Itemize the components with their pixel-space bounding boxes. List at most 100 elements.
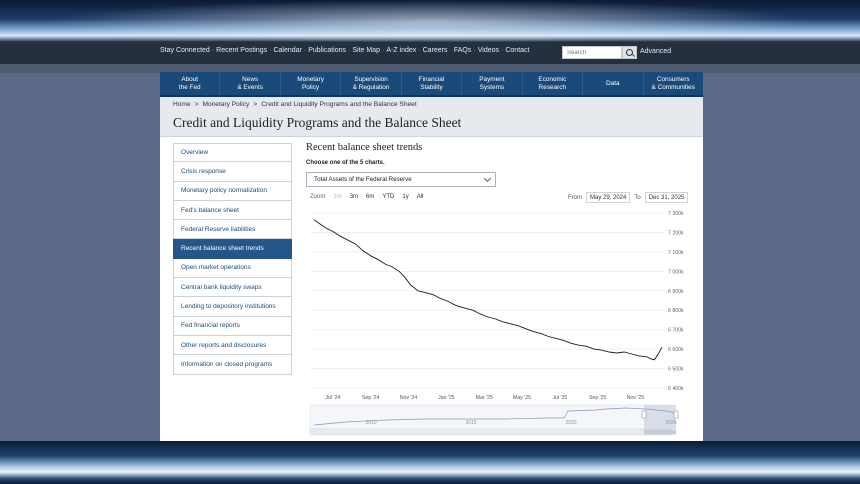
main-nav-label: Payment Systems [479,76,505,91]
navigator-handle-left[interactable] [641,410,647,419]
main-nav-label: Monetary Policy [297,76,324,91]
separator: · [418,47,421,54]
sidebar-item[interactable]: Fed's balance sheet [173,200,292,221]
utility-link[interactable]: Calendar [273,47,302,54]
utility-link[interactable]: Videos [477,47,500,54]
separator: · [348,47,351,54]
zoom-button[interactable]: All [416,194,424,200]
search-button[interactable] [622,46,637,59]
navigator-handle-right[interactable] [673,410,679,419]
sidebar-item[interactable]: Federal Reserve liabilities [173,220,292,240]
x-tick-label: Nov '25 [627,395,645,401]
main-nav-item[interactable]: News & Events [220,72,281,95]
y-tick-label: 7 200k [668,230,684,236]
from-date-input[interactable]: May 29, 2024 [586,192,631,203]
y-tick-label: 7 000k [668,269,684,275]
sidebar-item[interactable]: Open market operations [173,258,292,279]
total-assets-chart[interactable]: 7 300k 7 200k 7 100k 7 000k 6 900k 6 800k 6 70… [306,205,690,441]
background-bottom-glow [0,441,860,484]
zoom-button[interactable]: 1y [402,194,409,200]
sidebar-item[interactable]: Lending to depository institutions [173,297,292,317]
main-nav-item[interactable]: Financial Stability [402,72,463,95]
zoom-button[interactable]: 3m [349,194,359,200]
zoom-button[interactable]: 6m [366,194,375,200]
main-nav-item[interactable]: Economic Research [523,72,584,95]
chart-select[interactable]: Total Assets of the Federal Reserve [306,172,496,187]
main-nav-item[interactable]: Monetary Policy [281,72,342,95]
separator: · [501,47,504,54]
breadcrumb-separator: > [253,101,258,108]
search-input[interactable] [562,46,622,59]
main-nav-label: Supervision & Regulation [352,76,390,91]
main-nav-label: Financial Stability [418,76,445,91]
advanced-search-link[interactable]: Advanced [640,48,672,55]
zoom-controls: Zoom 1m 3m 6m YTD 1y All [310,194,427,200]
main-nav-item[interactable]: Supervision & Regulation [341,72,402,95]
separator: · [473,47,476,54]
sidebar-nav: Overview Crisis response Monetary policy n… [173,143,292,375]
sidebar-item[interactable]: Fed financial reports [173,316,292,336]
utility-link[interactable]: Recent Postings [216,47,268,54]
sidebar-item[interactable]: Overview [173,143,292,163]
main-nav-item[interactable]: Data [583,72,644,95]
utility-link[interactable]: FAQs [453,47,472,54]
separator: · [211,47,215,54]
utility-link[interactable]: Careers [422,47,448,54]
y-tick-label: 6 400k [668,386,684,392]
x-tick-label: Mar '25 [476,395,493,401]
main-nav-label: About the Fed [178,76,201,91]
sidebar-item[interactable]: Crisis response [173,162,292,182]
separator: · [303,47,307,54]
utility-link[interactable]: Contact [505,47,530,54]
chevron-down-icon [483,174,492,183]
main-nav-label: News & Events [237,76,263,91]
total-assets-line [313,219,663,361]
scrollbar-thumb[interactable] [644,429,676,435]
navigator-tick-label: 2025 [665,420,676,426]
breadcrumb: Home > Monetary Policy > Credit and Liquidit… [173,101,417,108]
y-tick-label: 6 600k [668,347,684,353]
main-nav-item[interactable]: Consumers & Communities [644,72,703,95]
section-title: Recent balance sheet trends [306,142,423,153]
zoom-button[interactable]: YTD [382,194,395,200]
sidebar-item[interactable]: Central bank liquidity swaps [173,278,292,298]
utility-links: Stay Connected · Recent Postings · Calendar ·… [160,47,529,54]
y-tick-label: 6 700k [668,328,684,334]
main-nav-item[interactable]: Payment Systems [462,72,523,95]
utility-bar: Stay Connected · Recent Postings · Calendar ·… [0,42,860,64]
main-nav-item[interactable]: About the Fed [160,72,221,95]
utility-link[interactable]: Site Map [352,47,380,54]
y-tick-label: 7 300k [668,211,684,217]
sidebar-item[interactable]: Information on closed programs [173,355,292,375]
main-nav-label: Data [606,79,620,87]
zoom-button[interactable]: 1m [333,194,342,200]
scrollbar-track[interactable] [309,428,673,436]
main-nav-label: Consumers & Communities [651,76,695,91]
main-nav: About the Fed News & Events Monetary Policy Su… [160,72,703,97]
utility-link[interactable]: Stay Connected [160,47,210,54]
breadcrumb-link[interactable]: Home [173,101,191,108]
separator: · [381,47,385,54]
y-tick-label: 6 900k [668,289,684,295]
to-date-input[interactable]: Dec 31, 2025 [644,192,689,203]
x-tick-label: Sep '25 [589,395,607,401]
sidebar-item[interactable]: Recent balance sheet trends [173,239,292,259]
x-tick-label: Nov '24 [400,395,418,401]
date-range-controls: From May 29, 2024 To Dec 31, 2025 [568,192,692,203]
navigator-tick-label: 2020 [565,420,576,426]
utility-link[interactable]: A-Z index [386,47,417,54]
chart-select-value: Total Assets of the Federal Reserve [314,176,412,183]
breadcrumb-link[interactable]: Monetary Policy [202,101,250,108]
y-tick-label: 6 800k [668,308,684,314]
breadcrumb-link: Credit and Liquidity Programs and the Ba… [261,101,417,108]
to-label: To [634,194,641,201]
header-band [0,64,860,73]
utility-link[interactable]: Publications [308,47,346,54]
y-tick-label: 6 500k [668,367,684,373]
separator: · [449,47,452,54]
sidebar-item[interactable]: Monetary policy normalization [173,181,292,201]
x-tick-label: Jan '25 [438,395,455,401]
main-nav-label: Economic Research [538,76,567,91]
x-tick-label: Jul '25 [552,395,567,401]
sidebar-item[interactable]: Other reports and disclosures [173,335,292,356]
